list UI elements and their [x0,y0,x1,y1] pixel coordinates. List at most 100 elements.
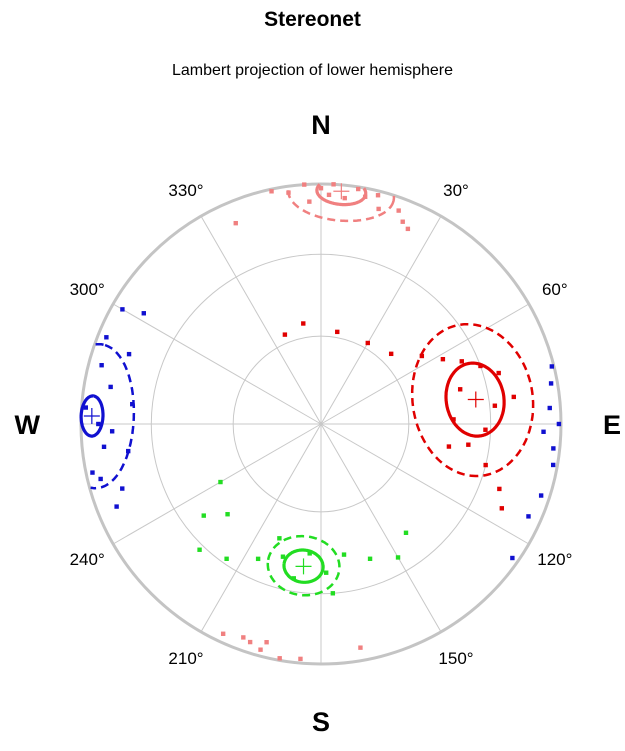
compass-label-east: E [603,410,621,440]
series-group [79,307,562,561]
data-point [126,448,131,454]
series-layer [79,182,562,662]
data-point [403,530,409,535]
data-point [330,591,336,596]
data-point [499,506,505,511]
data-point [541,429,546,434]
data-point [318,186,324,191]
data-point [83,405,88,410]
compass-label-north: N [311,110,331,140]
data-point [126,351,132,357]
data-point [269,189,274,194]
grid-spoke [320,303,530,425]
data-point [130,401,135,407]
grid-spoke [112,303,322,425]
grid-spoke [200,423,322,633]
confidence-cone-outer [90,342,136,490]
data-point [280,554,286,559]
chart-title: Stereonet [264,8,361,31]
azimuth-label: 210° [168,649,203,668]
data-point [98,476,103,482]
data-point [90,470,95,475]
azimuth-label: 120° [537,550,572,569]
data-point [323,570,329,575]
mean-direction-marker [295,558,312,575]
data-point [307,199,312,204]
data-point [220,631,226,636]
mean-direction-marker [467,391,484,408]
data-point [96,421,101,427]
data-point [99,363,104,368]
data-point [104,335,109,340]
azimuth-label: 30° [443,181,469,200]
data-point [307,551,312,556]
series-group [282,321,535,511]
data-point [225,512,230,517]
mean-direction-marker [83,407,100,424]
data-point [459,359,464,364]
data-point [302,182,307,187]
data-point [109,429,115,434]
data-point [282,332,288,337]
data-point [114,504,119,509]
mean-direction-marker [333,183,350,200]
grid-spoke [200,215,322,425]
data-point [233,220,238,226]
data-point [497,486,502,492]
confidence-cone-outer [287,186,396,223]
data-point [510,555,515,561]
data-point [197,547,202,552]
data-point [108,384,113,390]
data-point [120,486,125,491]
grid-spoke [320,215,442,425]
confidence-cone-inner [444,361,506,438]
data-point [440,356,446,362]
chart-subtitle: Lambert projection of lower hemisphere [171,62,454,79]
data-point [538,493,544,498]
data-point [367,556,373,561]
data-point [141,311,146,316]
data-point [298,656,303,662]
data-point [277,656,282,661]
data-point [365,340,370,346]
data-point [376,206,381,212]
data-point [395,555,401,560]
azimuth-label: 240° [70,550,105,569]
grid-spoke [112,423,322,545]
data-point [388,351,394,357]
series-group [220,182,411,662]
data-point [218,479,223,485]
data-point [551,446,556,451]
data-point [335,329,340,335]
data-point [247,639,253,645]
data-point [396,208,401,213]
data-point [483,462,488,468]
confidence-cone-inner [79,394,105,438]
label-layer: N E S W 30° 60° 120° 150° 210° 240° 300° 330° [15,110,622,737]
confidence-cone-inner [315,183,368,207]
data-point [400,219,405,224]
data-point [496,370,501,376]
data-point [255,556,261,562]
data-point [547,405,552,411]
data-point [457,387,463,392]
data-point [201,513,206,518]
azimuth-label: 60° [542,280,568,299]
data-point [326,192,332,198]
data-point [483,427,488,432]
data-point [492,403,498,408]
data-point [419,353,425,359]
confidence-cone-outer [266,534,341,597]
data-point [358,645,363,650]
data-point [277,536,282,541]
data-point [466,442,471,447]
confidence-cone-inner [282,548,325,584]
confidence-cone-outer [410,322,535,478]
data-point [511,394,516,400]
data-point [241,635,246,640]
data-point [120,307,125,312]
data-point [556,421,562,427]
data-point [341,552,347,557]
azimuth-label: 300° [70,280,105,299]
